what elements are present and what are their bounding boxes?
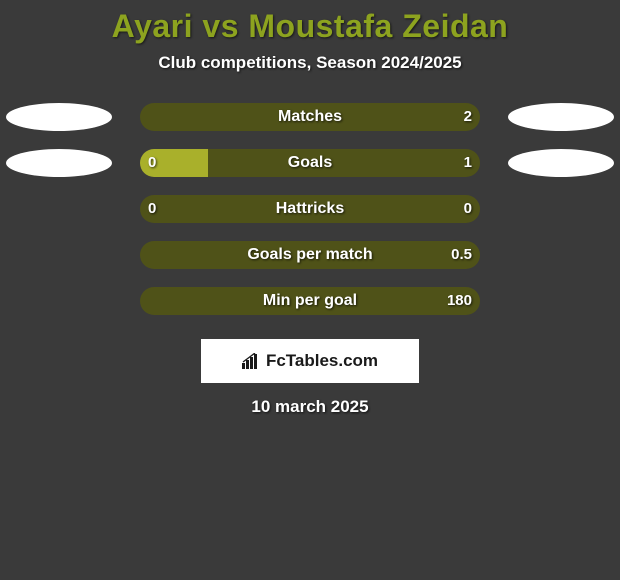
stat-row: Goals per match0.5: [0, 241, 620, 287]
bar-right: [208, 149, 480, 177]
bar-track: [140, 149, 480, 177]
brand-label: FcTables.com: [266, 351, 378, 371]
stat-row: Goals01: [0, 149, 620, 195]
stat-row: Min per goal180: [0, 287, 620, 333]
player-ellipse-right: [508, 149, 614, 177]
stat-row: Hattricks00: [0, 195, 620, 241]
bar-right: [140, 287, 480, 315]
brand-text: FcTables.com: [242, 351, 378, 371]
player-ellipse-left: [6, 149, 112, 177]
stat-row: Matches2: [0, 103, 620, 149]
bar-track: [140, 287, 480, 315]
card-subtitle: Club competitions, Season 2024/2025: [0, 53, 620, 73]
player-ellipse-left: [6, 103, 112, 131]
card-title: Ayari vs Moustafa Zeidan: [0, 8, 620, 45]
bar-right: [140, 103, 480, 131]
bar-track: [140, 241, 480, 269]
brand-box: FcTables.com: [201, 339, 419, 383]
stat-rows: Matches2Goals01Hattricks00Goals per matc…: [0, 103, 620, 333]
player-ellipse-right: [508, 103, 614, 131]
bar-right: [140, 195, 480, 223]
bar-track: [140, 103, 480, 131]
bar-right: [140, 241, 480, 269]
comparison-card: Ayari vs Moustafa Zeidan Club competitio…: [0, 0, 620, 417]
bar-left: [140, 149, 208, 177]
bar-track: [140, 195, 480, 223]
bar-chart-icon: [242, 353, 262, 369]
date-text: 10 march 2025: [0, 397, 620, 417]
